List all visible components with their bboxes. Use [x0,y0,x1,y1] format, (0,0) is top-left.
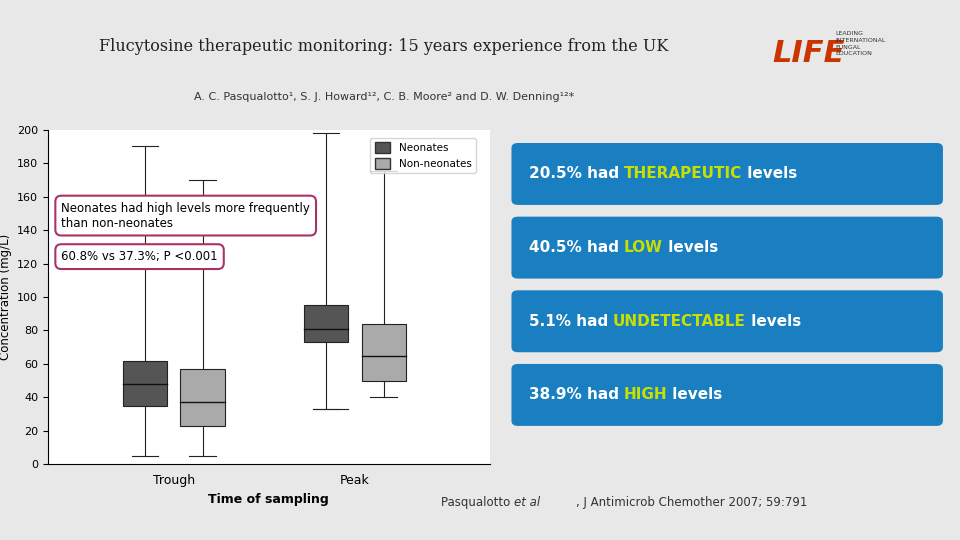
Text: LOW: LOW [624,240,662,255]
Text: LEADING
INTERNATIONAL
FUNGAL
EDUCATION: LEADING INTERNATIONAL FUNGAL EDUCATION [835,31,885,56]
Text: 60.8% vs 37.3%; P <0.001: 60.8% vs 37.3%; P <0.001 [61,250,218,263]
FancyBboxPatch shape [180,369,225,426]
FancyBboxPatch shape [512,291,943,352]
FancyBboxPatch shape [304,306,348,342]
Legend: Neonates, Non-neonates: Neonates, Non-neonates [371,138,475,173]
Text: 20.5% had: 20.5% had [529,166,624,181]
Text: A. C. Pasqualotto¹, S. J. Howard¹², C. B. Moore² and D. W. Denning¹²*: A. C. Pasqualotto¹, S. J. Howard¹², C. B… [194,92,574,102]
Text: levels: levels [667,387,723,402]
Text: 5.1% had: 5.1% had [529,314,613,329]
Text: levels: levels [746,314,802,329]
Text: UNDETECTABLE: UNDETECTABLE [613,314,746,329]
Text: 40.5% had: 40.5% had [529,240,624,255]
X-axis label: Time of sampling: Time of sampling [208,492,329,505]
FancyBboxPatch shape [512,217,943,279]
FancyBboxPatch shape [123,361,167,406]
Text: 38.9% had: 38.9% had [529,387,624,402]
Text: et al: et al [514,496,540,509]
Text: levels: levels [742,166,798,181]
FancyBboxPatch shape [362,324,406,381]
Text: THERAPEUTIC: THERAPEUTIC [624,166,742,181]
Text: HIGH: HIGH [624,387,667,402]
Text: Pasqualotto: Pasqualotto [441,496,514,509]
Text: Flucytosine therapeutic monitoring: 15 years experience from the UK: Flucytosine therapeutic monitoring: 15 y… [99,38,669,56]
Text: LIFE: LIFE [773,39,846,69]
Y-axis label: Concentration (mg/L): Concentration (mg/L) [0,234,12,360]
FancyBboxPatch shape [512,364,943,426]
FancyBboxPatch shape [512,143,943,205]
Text: Neonates had high levels more frequently
than non-neonates: Neonates had high levels more frequently… [61,201,310,229]
Text: , J Antimicrob Chemother 2007; 59:791: , J Antimicrob Chemother 2007; 59:791 [576,496,807,509]
Text: levels: levels [662,240,718,255]
